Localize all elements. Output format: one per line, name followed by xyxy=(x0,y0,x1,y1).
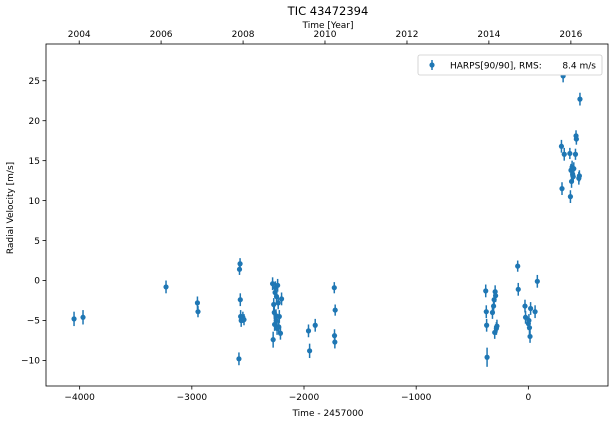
x-tick-label: −1000 xyxy=(401,393,432,403)
data-point xyxy=(493,293,499,299)
data-point xyxy=(237,261,243,267)
data-point xyxy=(526,325,533,331)
data-point xyxy=(270,337,276,343)
legend: HARPS[90/90], RMS: 8.4 m/s xyxy=(417,54,603,76)
top-tick-label: 2010 xyxy=(314,30,337,40)
legend-marker xyxy=(429,62,435,68)
data-point xyxy=(527,333,533,340)
x-tick-label: −2000 xyxy=(289,393,320,403)
data-point xyxy=(573,136,579,142)
data-point xyxy=(163,284,169,290)
y-tick-label: 5 xyxy=(34,237,40,247)
data-point xyxy=(332,307,338,313)
data-point xyxy=(558,143,565,149)
legend-box xyxy=(417,54,603,76)
data-point xyxy=(312,322,318,328)
data-point xyxy=(572,151,579,157)
data-point xyxy=(278,296,285,302)
y-tick-label: 15 xyxy=(29,157,40,167)
data-point xyxy=(241,317,247,323)
data-point xyxy=(277,330,284,336)
legend-series-label: HARPS[90/90], RMS: xyxy=(450,62,542,72)
top-tick-label: 2008 xyxy=(232,30,255,40)
top-tick-label: 2006 xyxy=(150,30,173,40)
data-point xyxy=(515,263,521,269)
data-point xyxy=(534,278,540,284)
data-point xyxy=(195,309,201,315)
y-tick-label: 10 xyxy=(29,197,41,207)
data-point xyxy=(269,281,276,287)
data-point xyxy=(484,354,490,360)
y-tick-label: −5 xyxy=(27,317,40,327)
top-tick-label: 2012 xyxy=(396,30,419,40)
data-point xyxy=(276,313,282,320)
top-tick-label: 2016 xyxy=(559,30,582,40)
data-point xyxy=(332,339,338,345)
data-point xyxy=(561,151,567,157)
y-tick-label: 0 xyxy=(34,277,40,287)
axis-ticks: −4000 −3000 −2000 −1000 0 −10 −5 0 5 10 15 20 25 2004… xyxy=(21,30,583,403)
data-point xyxy=(483,288,489,294)
data-point xyxy=(271,301,277,308)
y-tick-label: 25 xyxy=(29,77,40,87)
data-point xyxy=(577,96,583,102)
y-tick-label: −10 xyxy=(21,357,40,367)
data-point xyxy=(331,285,337,291)
top-tick-label: 2004 xyxy=(68,30,91,40)
x-axis-label: Time - 2457000 xyxy=(291,409,363,419)
chart-title: TIC 43472394 xyxy=(287,4,369,18)
top-tick-label: 2014 xyxy=(477,30,500,40)
data-point xyxy=(273,317,279,324)
data-point xyxy=(484,322,490,328)
data-point xyxy=(522,314,529,320)
x-tick-label: −3000 xyxy=(177,393,208,403)
data-point xyxy=(570,174,576,180)
data-point xyxy=(567,194,574,200)
data-point xyxy=(194,300,201,306)
data-point xyxy=(236,356,242,362)
data-point xyxy=(522,303,528,309)
top-x-axis-label: Time [Year] xyxy=(302,21,354,31)
x-tick-label: −4000 xyxy=(64,393,95,403)
data-point xyxy=(307,348,313,354)
data-points xyxy=(71,57,583,367)
data-point xyxy=(483,309,489,315)
data-point xyxy=(237,297,243,303)
data-point xyxy=(275,282,281,288)
data-point xyxy=(80,314,86,320)
data-point xyxy=(71,316,77,322)
legend-rms-value: 8.4 m/s xyxy=(562,62,596,72)
data-point xyxy=(571,166,577,172)
data-point xyxy=(576,173,582,179)
data-point xyxy=(305,328,312,334)
y-tick-label: 20 xyxy=(29,117,41,127)
x-tick-label: 0 xyxy=(525,393,531,403)
data-point xyxy=(559,186,565,192)
data-point xyxy=(275,300,281,306)
data-point xyxy=(527,305,534,312)
y-axis-label: Radial Velocity [m/s] xyxy=(6,162,16,254)
data-point xyxy=(532,309,538,315)
data-point xyxy=(515,286,521,292)
plot-frame xyxy=(45,43,609,387)
data-point xyxy=(494,323,500,329)
data-point xyxy=(567,150,573,157)
